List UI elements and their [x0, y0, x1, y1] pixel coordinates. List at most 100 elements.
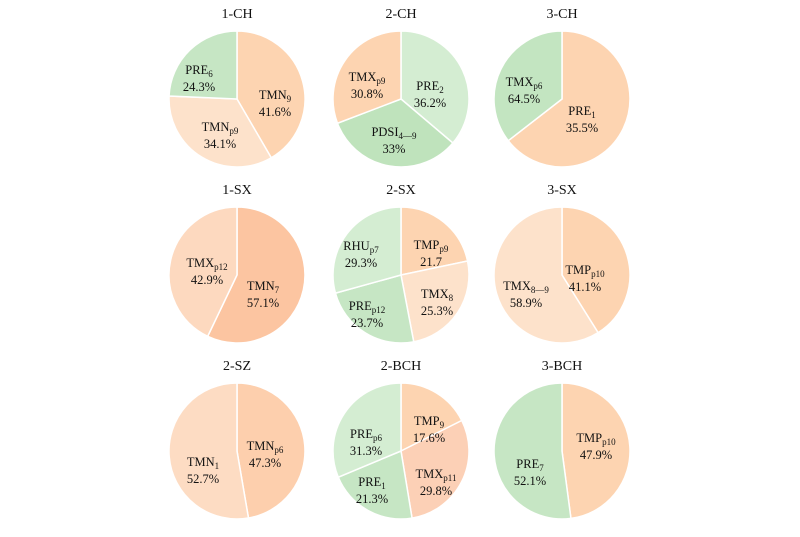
slice-label: PRE6: [185, 63, 213, 79]
slice-variable: PRE: [516, 457, 539, 471]
slice-value-label: 31.3%: [350, 444, 382, 458]
slice-variable: TMP: [576, 431, 602, 445]
chart-title: 3-BCH: [542, 359, 582, 374]
slice-label: TMPp10: [576, 431, 616, 447]
slice-label: PRE2: [416, 79, 443, 95]
pie-chart: 2-BCHTMP917.6%TMXp1129.8%PRE121.3%PREp63…: [332, 359, 470, 520]
pie-slice: [334, 274, 415, 344]
slice-label: TMN1: [187, 455, 219, 471]
slice-label: TMXp6: [506, 75, 543, 91]
slice-label: TMN9: [259, 88, 292, 104]
slice-variable: TMX: [506, 75, 534, 89]
slice-value-label: 58.9%: [510, 296, 542, 310]
pie-slice: [493, 30, 563, 142]
slice-value-label: 24.3%: [183, 80, 215, 94]
chart-title: 2-BCH: [381, 359, 421, 374]
chart-title: 2-SZ: [223, 359, 251, 374]
slice-value-label: 41.1%: [569, 280, 601, 294]
slice-subscript: 8: [449, 293, 454, 303]
slice-subscript: p12: [372, 305, 386, 315]
slice-value-label: 47.9%: [580, 448, 612, 462]
slice-value-label: 29.8%: [420, 484, 452, 498]
slice-variable: TMN: [187, 455, 215, 469]
pie-slice: [236, 382, 306, 519]
pie-slice: [168, 206, 238, 338]
slice-label: TMP9: [414, 414, 445, 430]
pie-slice: [236, 30, 306, 159]
slice-value-label: 25.3%: [421, 304, 453, 318]
slice-label: PRE1: [358, 475, 385, 491]
slice-value-label: 23.7%: [351, 316, 383, 330]
slice-variable: PRE: [358, 475, 381, 489]
slice-value-label: 36.2%: [414, 96, 446, 110]
slice-subscript: p7: [370, 245, 380, 255]
slice-subscript: 9: [287, 94, 292, 104]
slice-subscript: 7: [539, 463, 544, 473]
pie-slice: [561, 382, 631, 520]
slice-label: TMNp6: [247, 439, 284, 455]
slice-variable: TMX: [186, 256, 214, 270]
pie-slice: [168, 30, 238, 100]
pie-slice: [168, 382, 250, 520]
slice-value-label: 29.3%: [345, 256, 377, 270]
slice-variable: PDSI: [371, 125, 398, 139]
slice-subscript: p6: [274, 445, 284, 455]
slice-value-label: 30.8%: [351, 87, 383, 101]
chart-title: 1-CH: [221, 7, 252, 22]
slice-label: RHUp7: [343, 239, 379, 255]
pie-slice: [168, 95, 273, 168]
pie-slice: [400, 260, 470, 343]
pie-slice: [400, 382, 463, 453]
slice-label: PREp12: [349, 299, 385, 315]
slice-subscript: p9: [376, 76, 386, 86]
slice-subscript: 8—9: [531, 285, 550, 295]
slice-subscript: p6: [533, 81, 543, 91]
pie-slice: [206, 206, 306, 344]
slice-subscript: p11: [443, 473, 456, 483]
slice-value-label: 57.1%: [247, 296, 279, 310]
slice-subscript: 9: [440, 420, 445, 430]
chart-title: 3-CH: [546, 7, 577, 22]
slice-variable: TMX: [503, 279, 531, 293]
pie-slice: [507, 30, 631, 168]
slice-value-label: 34.1%: [204, 137, 236, 151]
slice-subscript: 1: [591, 110, 596, 120]
chart-title: 2-SX: [386, 183, 416, 198]
slice-variable: TMN: [202, 120, 230, 134]
chart-title: 3-SX: [547, 183, 577, 198]
slice-subscript: p10: [591, 269, 605, 279]
pie-slice: [400, 206, 469, 276]
slice-subscript: 4—9: [399, 131, 418, 141]
slice-variable: PRE: [349, 299, 372, 313]
slice-label: TMXp9: [349, 70, 386, 86]
pie-slice: [493, 206, 600, 344]
slice-label: PRE7: [516, 457, 544, 473]
slice-variable: TMN: [247, 279, 275, 293]
slice-variable: TMX: [421, 287, 449, 301]
slice-value-label: 21.7: [420, 255, 442, 269]
pie-slice: [336, 98, 454, 168]
slice-label: TMXp12: [186, 256, 227, 272]
slice-label: TMNp9: [202, 120, 239, 136]
slice-variable: TMX: [349, 70, 377, 84]
slice-variable: TMN: [259, 88, 287, 102]
slice-value-label: 52.7%: [187, 472, 219, 486]
pie-slice: [337, 449, 413, 520]
slice-variable: TMP: [414, 414, 440, 428]
slice-value-label: 41.6%: [259, 105, 291, 119]
slice-subscript: p10: [602, 437, 616, 447]
slice-value-label: 33%: [383, 142, 406, 156]
slice-value-label: 35.5%: [566, 121, 598, 135]
slice-label: TMX8: [421, 287, 454, 303]
slice-label: TMN7: [247, 279, 280, 295]
slice-subscript: p9: [439, 244, 449, 254]
